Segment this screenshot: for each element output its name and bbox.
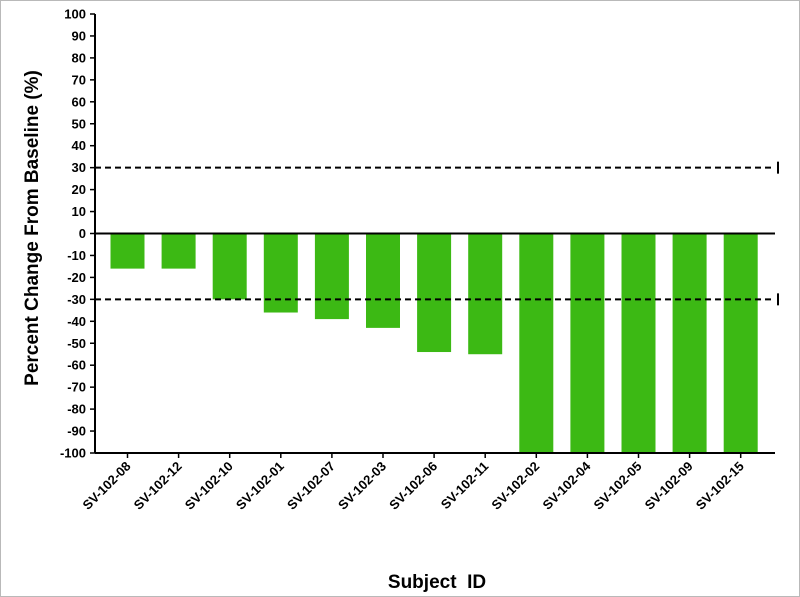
y-tick-label: 100 [64,7,86,22]
y-tick-label: -30 [67,292,86,307]
y-tick-label: 90 [72,28,86,43]
bar-sv-102-08 [110,233,145,269]
y-tick-label: -20 [67,270,86,285]
y-tick-label: 0 [79,226,86,241]
x-tick-label: SV-102-04 [539,458,594,513]
y-tick-label: 40 [72,138,86,153]
x-tick-label: SV-102-01 [233,459,287,513]
y-tick-label: 50 [72,116,86,131]
y-axis-title: Percent Change From Baseline (%) [22,70,43,386]
y-tick-label: 70 [72,72,86,87]
y-tick-label: 10 [72,204,86,219]
y-tick-label: 60 [72,94,86,109]
x-tick-label: SV-102-09 [642,459,696,513]
x-tick-label: SV-102-11 [438,459,492,513]
x-tick-label: SV-102-07 [284,459,338,513]
bar-sv-102-06 [417,233,452,353]
bar-sv-102-04 [570,233,605,453]
bar-sv-102-02 [519,233,554,453]
x-tick-label: SV-102-08 [80,459,134,513]
bar-sv-102-12 [161,233,196,269]
bar-sv-102-05 [621,233,656,453]
bar-sv-102-11 [468,233,503,355]
x-axis-labels: SV-102-08SV-102-12SV-102-10SV-102-01SV-1… [80,453,747,513]
reference-lines [95,161,779,306]
x-tick-label: SV-102-10 [182,459,236,513]
x-tick-label: SV-102-12 [131,459,185,513]
y-tick-label: -100 [60,446,86,461]
x-tick-label: SV-102-06 [386,459,440,513]
y-tick-label: 20 [72,182,86,197]
axes [94,14,775,454]
y-tick-label: -90 [67,424,86,439]
x-tick-label: SV-102-15 [693,459,747,513]
y-tick-label: -50 [67,336,86,351]
y-tick-label: -10 [67,248,86,263]
bars [110,233,758,453]
bar-sv-102-10 [212,233,247,300]
x-tick-label: SV-102-03 [335,459,389,513]
y-tick-label: -40 [67,314,86,329]
bar-sv-102-07 [314,233,349,320]
y-tick-label: -60 [67,358,86,373]
x-tick-label: SV-102-05 [591,459,645,513]
x-axis-title: Subject ID [388,572,486,593]
y-tick-label: 30 [72,160,86,175]
bar-sv-102-03 [366,233,400,328]
y-axis-ticks: -100-90-80-70-60-50-40-30-20-10010203040… [60,7,95,461]
bar-sv-102-01 [263,233,298,313]
y-tick-label: 80 [72,50,86,65]
x-tick-label: SV-102-02 [488,459,542,513]
bar-sv-102-09 [672,233,707,453]
y-tick-label: -80 [67,402,86,417]
bar-sv-102-15 [723,233,758,453]
y-tick-label: -70 [67,380,86,395]
